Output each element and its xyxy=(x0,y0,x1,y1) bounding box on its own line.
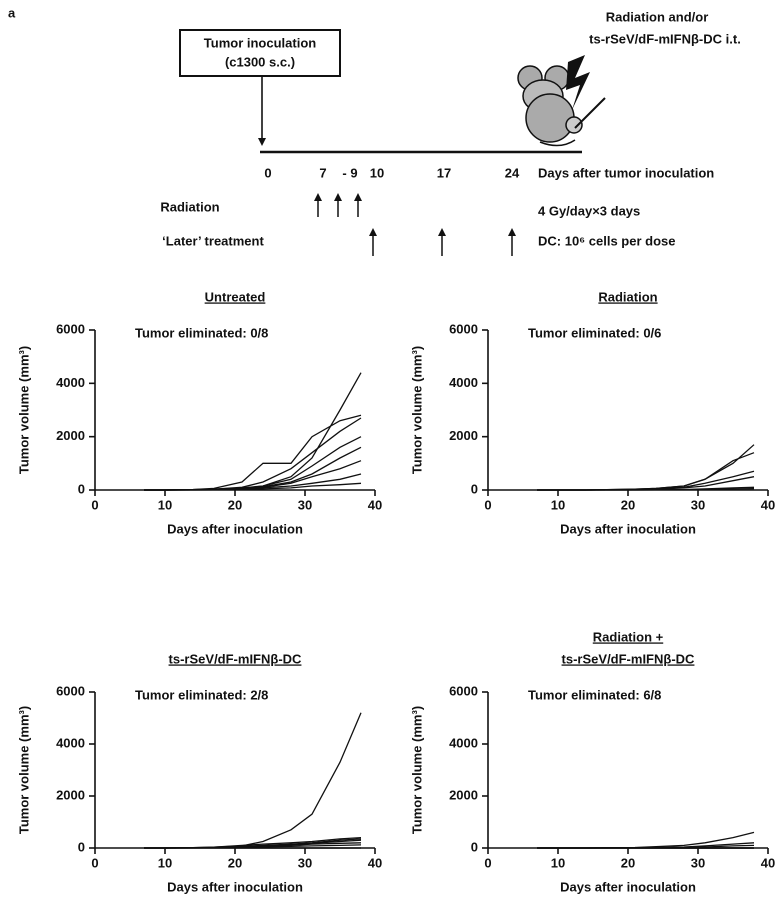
arrows xyxy=(314,193,516,256)
annotation: Tumor eliminated: 2/8 xyxy=(135,687,268,702)
y-tick-label: 2000 xyxy=(449,428,478,443)
y-tick-label: 4000 xyxy=(56,375,85,390)
y-axis-label: Tumor volume (mm³) xyxy=(16,346,31,474)
x-tick-label: 20 xyxy=(621,497,635,512)
y-tick-label: 0 xyxy=(471,839,478,854)
treatment-label: ts-rSeV/dF-mIFNβ-DC i.t. xyxy=(589,31,741,46)
row-label: ‘Later’ treatment xyxy=(162,233,264,248)
chart-title: ts-rSeV/dF-mIFNβ-DC xyxy=(562,651,695,666)
y-axis-label: Tumor volume (mm³) xyxy=(409,346,424,474)
y-tick-label: 4000 xyxy=(449,735,478,750)
series-line xyxy=(144,436,362,491)
y-tick-label: 0 xyxy=(78,481,85,496)
x-axis-label: Days after inoculation xyxy=(167,521,303,536)
y-tick-label: 2000 xyxy=(449,787,478,802)
x-tick-label: 10 xyxy=(551,855,565,870)
x-tick-label: 30 xyxy=(691,497,705,512)
x-tick-label: 10 xyxy=(551,497,565,512)
y-tick-label: 0 xyxy=(78,839,85,854)
series-line xyxy=(144,482,362,491)
y-tick-label: 4000 xyxy=(449,375,478,390)
x-tick-label: 0 xyxy=(91,855,98,870)
y-tick-label: 6000 xyxy=(449,683,478,698)
panel-label: a xyxy=(8,5,16,20)
row-detail: 4 Gy/day×3 days xyxy=(538,203,640,218)
series-line xyxy=(537,488,755,491)
x-axis-label: Days after inoculation xyxy=(560,879,696,894)
x-tick-label: 20 xyxy=(228,497,242,512)
row-detail: DC: 10⁶ cells per dose xyxy=(538,233,675,248)
x-tick-label: 0 xyxy=(484,855,491,870)
day-label: 17 xyxy=(437,165,451,180)
x-tick-label: 20 xyxy=(228,855,242,870)
day-label: - 9 xyxy=(342,165,357,180)
y-tick-label: 2000 xyxy=(56,428,85,443)
day-label: 7 xyxy=(319,165,326,180)
x-tick-label: 0 xyxy=(91,497,98,512)
chart-title: Untreated xyxy=(205,289,266,304)
day-label: 24 xyxy=(505,165,520,180)
box-line: (c1300 s.c.) xyxy=(225,54,295,69)
annotation: Tumor eliminated: 0/6 xyxy=(528,325,661,340)
annotation: Tumor eliminated: 6/8 xyxy=(528,687,661,702)
chart-title: Radiation xyxy=(598,289,657,304)
row-label: Radiation xyxy=(160,199,219,214)
x-tick-label: 40 xyxy=(761,497,775,512)
y-tick-label: 6000 xyxy=(56,321,85,336)
day-label: 10 xyxy=(370,165,384,180)
inoculation-box xyxy=(179,29,341,77)
chart-title: Radiation + xyxy=(593,629,664,644)
y-tick-label: 6000 xyxy=(449,321,478,336)
series-line xyxy=(144,712,362,849)
y-tick-label: 2000 xyxy=(56,787,85,802)
x-tick-label: 20 xyxy=(621,855,635,870)
series-line xyxy=(537,452,755,491)
mouse-icon xyxy=(517,55,606,147)
series-line xyxy=(537,470,755,491)
box-line: Tumor inoculation xyxy=(204,35,316,50)
x-axis-label: Days after inoculation xyxy=(167,879,303,894)
series-line xyxy=(537,831,755,849)
series-line xyxy=(144,446,362,491)
x-tick-label: 0 xyxy=(484,497,491,512)
y-tick-label: 6000 xyxy=(56,683,85,698)
y-tick-label: 4000 xyxy=(56,735,85,750)
x-tick-label: 40 xyxy=(761,855,775,870)
y-axis-label: Tumor volume (mm³) xyxy=(16,706,31,834)
annotation: Tumor eliminated: 0/8 xyxy=(135,325,268,340)
series-line xyxy=(144,414,362,491)
x-axis-label: Days after inoculation xyxy=(560,521,696,536)
x-tick-label: 30 xyxy=(298,855,312,870)
y-axis-label: Tumor volume (mm³) xyxy=(409,706,424,834)
x-tick-label: 10 xyxy=(158,855,172,870)
x-tick-label: 40 xyxy=(368,855,382,870)
x-tick-label: 30 xyxy=(298,497,312,512)
day-label: 0 xyxy=(264,165,271,180)
x-tick-label: 30 xyxy=(691,855,705,870)
chart-title: ts-rSeV/dF-mIFNβ-DC xyxy=(169,651,302,666)
x-tick-label: 40 xyxy=(368,497,382,512)
x-tick-label: 10 xyxy=(158,497,172,512)
treatment-label: Radiation and/or xyxy=(606,9,709,24)
y-tick-label: 0 xyxy=(471,481,478,496)
days-label: Days after tumor inoculation xyxy=(538,165,714,180)
